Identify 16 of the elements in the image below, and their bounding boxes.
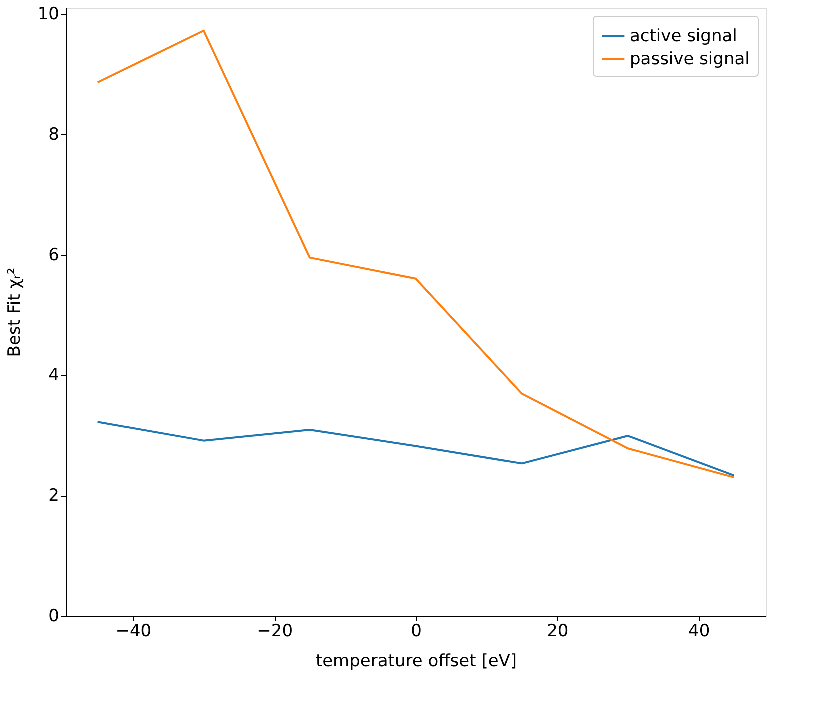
- x-tick-label: 20: [547, 622, 569, 642]
- y-tick-label: 10: [38, 4, 60, 25]
- x-tick-label: 40: [688, 622, 710, 642]
- y-tick-label: 6: [48, 245, 60, 266]
- line-series: [96, 421, 736, 477]
- x-tick-label: 0: [411, 622, 422, 642]
- y-tick-label: 0: [48, 606, 60, 626]
- x-tick-label: −40: [116, 622, 152, 642]
- legend-label: active signal: [630, 26, 738, 46]
- y-tick-label: 8: [48, 124, 60, 145]
- x-tick-label: −20: [257, 622, 294, 642]
- x-axis-title: temperature offset [eV]: [316, 652, 518, 672]
- y-axis-title: Best Fit χᵣ²: [4, 268, 25, 358]
- y-tick-label: 4: [48, 366, 60, 386]
- y-tick-label: 2: [48, 486, 60, 506]
- legend-label: passive signal: [630, 50, 750, 70]
